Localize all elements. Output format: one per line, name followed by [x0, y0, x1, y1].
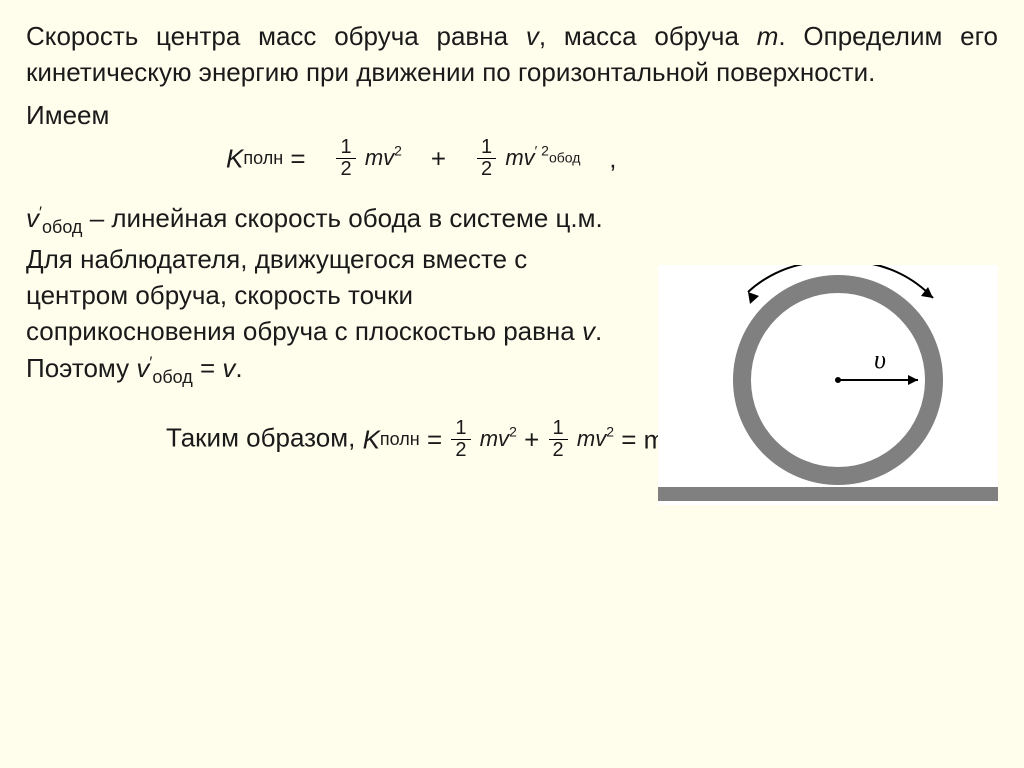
k-sym2: K — [363, 424, 380, 454]
v-obod-sym2: v — [136, 353, 149, 383]
have-label: Имеем — [26, 97, 998, 133]
prime-obod-sq: ′ 2 — [535, 143, 549, 159]
plus2: + — [524, 424, 546, 454]
p1-m: m — [757, 21, 779, 51]
sq3: 2 — [509, 424, 517, 440]
k-sub: полн — [243, 148, 283, 168]
comma1: , — [602, 143, 616, 173]
p2-v: v — [582, 316, 595, 346]
v-obod-sym: v — [26, 203, 39, 233]
formula-kpoln: Kполн = 12 mv2 + 12 mv′ 2обод , — [26, 137, 998, 180]
p2-dot: . — [235, 353, 242, 383]
v-obod-sub2: обод — [152, 367, 192, 387]
sq4: 2 — [606, 424, 614, 440]
p2-v2: v — [222, 353, 235, 383]
p2-text1: – линейная скорость обода в системе ц.м.… — [26, 203, 603, 346]
frac4: 12 — [549, 418, 568, 461]
k-sym: K — [226, 143, 243, 173]
sq1: 2 — [394, 143, 402, 159]
frac1: 12 — [336, 137, 355, 180]
obod-sub1: обод — [549, 150, 580, 166]
p1-text2: , масса обруча — [539, 21, 757, 51]
mv2-1: mv — [365, 145, 394, 170]
p2-eq: = — [200, 353, 222, 383]
svg-text:υ: υ — [874, 345, 886, 374]
v-obod-sub: обод — [42, 217, 82, 237]
frac3: 12 — [451, 418, 470, 461]
eq1: = — [290, 143, 312, 173]
mv2-2: mv — [505, 145, 534, 170]
k-sub2: полн — [380, 429, 420, 449]
plus1: + — [424, 143, 454, 173]
hoop-diagram: υ — [658, 265, 998, 505]
eq2: = — [427, 424, 449, 454]
mv2-3: mv — [480, 426, 509, 451]
p1-text: Скорость центра масс обруча равна — [26, 21, 526, 51]
frac2: 12 — [477, 137, 496, 180]
mv2-4: mv — [577, 426, 606, 451]
p1-v: v — [526, 21, 539, 51]
thus: Таким образом, — [166, 422, 363, 452]
